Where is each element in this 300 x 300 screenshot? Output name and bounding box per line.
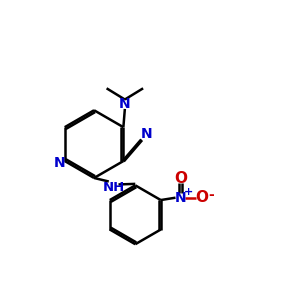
- Text: N: N: [54, 155, 65, 170]
- Text: O: O: [174, 171, 187, 186]
- Text: N: N: [141, 127, 153, 141]
- Text: O: O: [195, 190, 208, 205]
- Text: NH: NH: [103, 182, 125, 194]
- Text: -: -: [208, 188, 214, 202]
- Text: +: +: [184, 187, 193, 197]
- Text: N: N: [119, 97, 131, 111]
- Text: N: N: [175, 191, 186, 205]
